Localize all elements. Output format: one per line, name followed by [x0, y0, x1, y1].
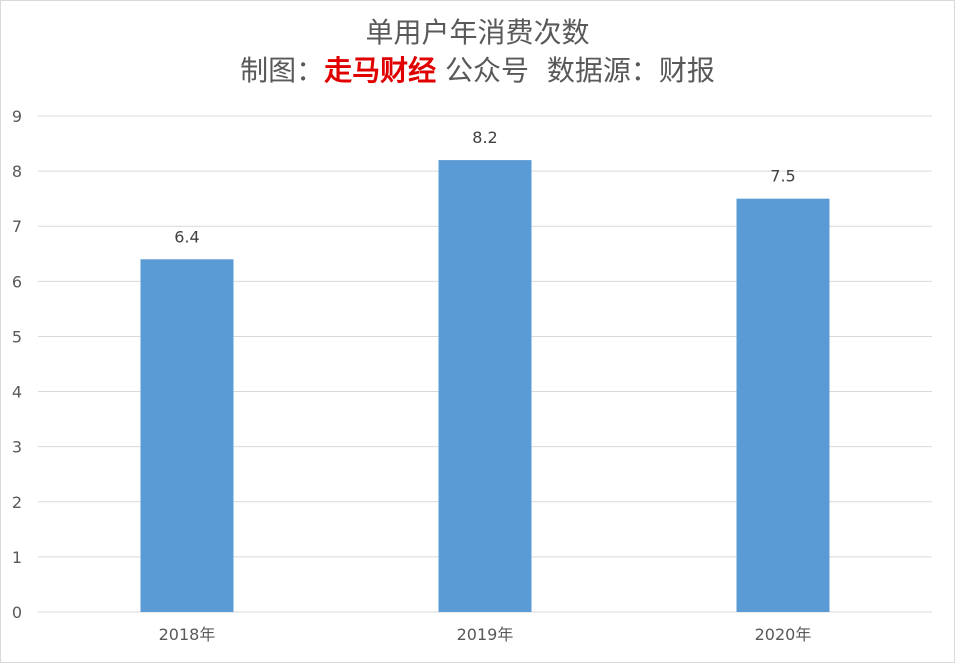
- y-tick-label: 2: [12, 493, 22, 512]
- y-tick-label: 6: [12, 272, 22, 291]
- y-tick-label: 0: [12, 603, 22, 622]
- y-tick-label: 1: [12, 548, 22, 567]
- subtitle-prefix: 制图：: [240, 54, 325, 87]
- subtitle-brand: 走马财经: [324, 54, 437, 87]
- chart-subtitle: 制图：走马财经 公众号 数据源：财报: [0, 52, 955, 90]
- y-tick-label: 8: [12, 162, 22, 181]
- bars: [140, 160, 830, 613]
- bar: [140, 259, 234, 612]
- x-tick-label: 2019年: [457, 625, 514, 644]
- y-tick-label: 5: [12, 327, 22, 346]
- y-tick-label: 9: [12, 107, 22, 126]
- chart-title: 单用户年消费次数: [365, 16, 590, 49]
- x-tick-label: 2020年: [755, 625, 812, 644]
- x-tick-label: 2018年: [159, 625, 216, 644]
- data-label: 8.2: [472, 128, 497, 147]
- data-label: 7.5: [770, 167, 795, 186]
- subtitle-suffix: 公众号 数据源：财报: [436, 54, 715, 87]
- y-axis-ticks: 0 1 2 3 4 5 6 7 8 9: [12, 107, 22, 622]
- data-label: 6.4: [174, 227, 199, 246]
- x-axis-ticks: 2018年 2019年 2020年: [159, 625, 812, 644]
- data-labels: 6.4 8.2 7.5: [174, 128, 795, 246]
- bar: [736, 198, 830, 612]
- y-tick-label: 3: [12, 438, 22, 457]
- bar: [438, 160, 532, 613]
- y-tick-label: 4: [12, 383, 22, 402]
- y-tick-label: 7: [12, 217, 22, 236]
